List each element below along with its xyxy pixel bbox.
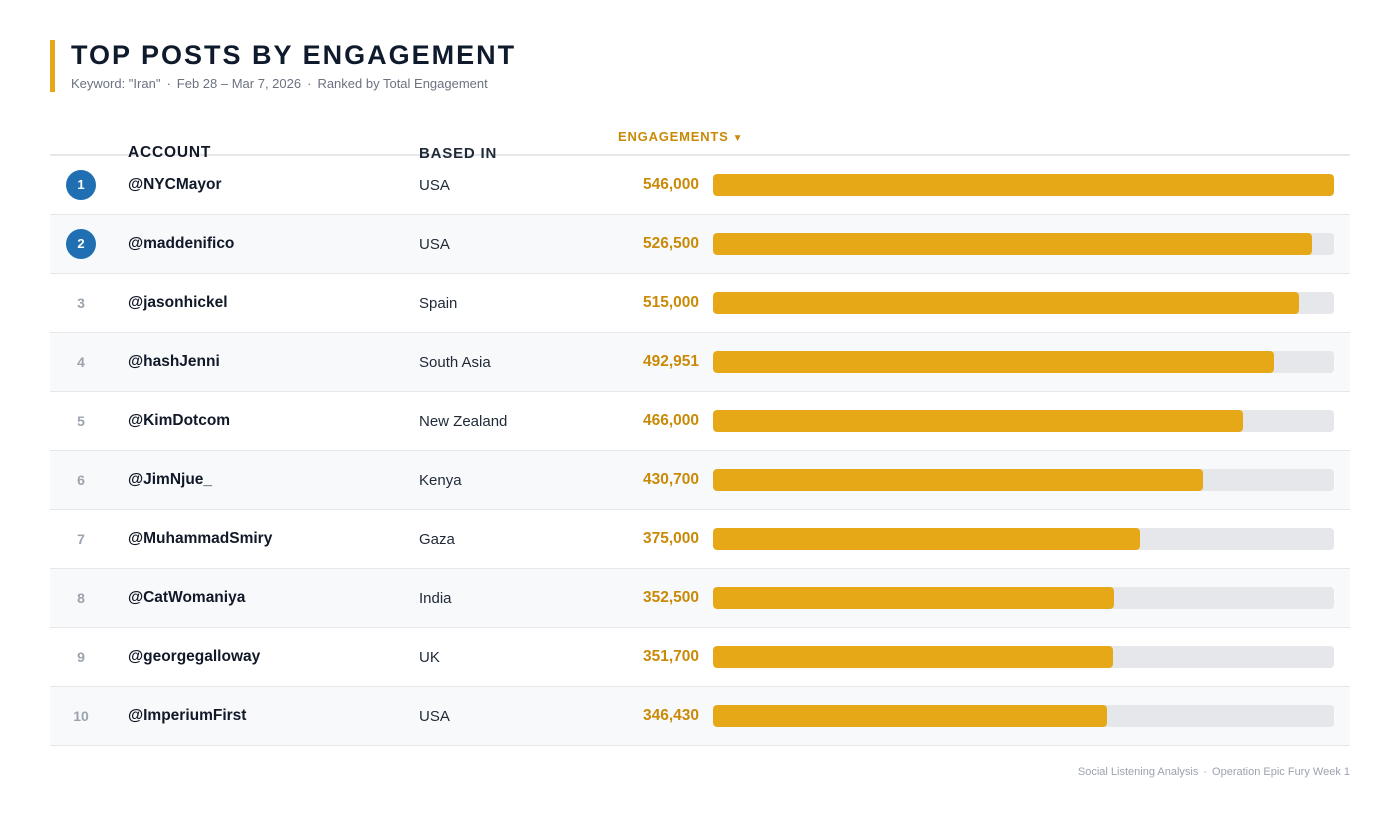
report-header: TOP POSTS BY ENGAGEMENT Keyword: "Iran" ·… (50, 40, 1350, 92)
based-in-location: Gaza (419, 531, 455, 548)
account-handle[interactable]: @JimNjue_ (128, 471, 213, 488)
engagement-value: 526,500 (642, 235, 699, 252)
table-header: ACCOUNT BASED IN ENGAGEMENTS ▼ (50, 124, 1350, 162)
footer-source: Social Listening Analysis (1077, 766, 1199, 778)
based-in-location: New Zealand (419, 413, 508, 430)
engagement-table: ACCOUNT BASED IN ENGAGEMENTS ▼ 1 @NYCMayor… (50, 124, 1350, 746)
rank-number: 5 (77, 413, 85, 429)
column-header-account[interactable]: ACCOUNT (128, 144, 212, 161)
rank-number: 4 (77, 354, 85, 370)
accent-bar (50, 40, 55, 92)
table-row[interactable]: 10 @ImperiumFirst USA 346,430 (50, 687, 1350, 746)
based-in-location: USA (419, 708, 450, 725)
engagement-bar (713, 174, 1334, 196)
based-in-location: UK (419, 649, 440, 666)
engagement-value: 492,951 (642, 353, 699, 370)
engagement-value: 430,700 (642, 471, 699, 488)
account-handle[interactable]: @hashJenni (128, 353, 220, 370)
column-header-engagements-label: ENGAGEMENTS (618, 129, 729, 144)
rank-number: 3 (77, 295, 85, 311)
engagement-bar (713, 705, 1108, 727)
based-in-location: South Asia (419, 354, 491, 371)
based-in-location: India (419, 590, 452, 607)
engagement-value: 546,000 (642, 176, 699, 193)
rank-number: 8 (77, 590, 85, 606)
engagement-bar (713, 587, 1114, 609)
column-header-engagements[interactable]: ENGAGEMENTS ▼ (618, 129, 743, 144)
based-in-location: USA (419, 177, 450, 194)
account-handle[interactable]: @jasonhickel (128, 294, 228, 311)
table-row[interactable]: 1 @NYCMayor USA 546,000 (50, 156, 1350, 215)
engagement-value: 375,000 (642, 530, 699, 547)
engagement-bar-track (713, 410, 1334, 432)
separator-dot: · (1203, 766, 1208, 778)
based-in-location: Kenya (419, 472, 462, 489)
sort-desc-icon: ▼ (732, 133, 744, 144)
engagement-bar (713, 351, 1274, 373)
rank-badge: 2 (66, 229, 96, 259)
engagement-bar (713, 410, 1243, 432)
engagement-bar-track (713, 351, 1334, 373)
table-body: 1 @NYCMayor USA 546,000 2 @maddenifico USA 526,… (50, 156, 1350, 746)
engagement-value: 352,500 (642, 589, 699, 606)
rank-number: 10 (73, 708, 89, 724)
engagement-value: 466,000 (642, 412, 699, 429)
engagement-bar (713, 292, 1299, 314)
account-handle[interactable]: @ImperiumFirst (128, 707, 247, 724)
engagement-bar (713, 469, 1203, 491)
engagement-bar (713, 646, 1113, 668)
table-row[interactable]: 8 @CatWomaniya India 352,500 (50, 569, 1350, 628)
account-handle[interactable]: @maddenifico (128, 235, 235, 252)
date-range: Feb 28 – Mar 7, 2026 (176, 76, 302, 91)
keyword-label: Keyword: "Iran" (71, 76, 161, 91)
table-row[interactable]: 3 @jasonhickel Spain 515,000 (50, 274, 1350, 333)
engagement-bar-track (713, 528, 1334, 550)
account-handle[interactable]: @MuhammadSmiry (128, 530, 273, 547)
rank-number: 9 (77, 649, 85, 665)
account-handle[interactable]: @KimDotcom (128, 412, 231, 429)
separator-dot: · (166, 76, 171, 91)
engagement-bar-track (713, 292, 1334, 314)
subtitle: Keyword: "Iran" · Feb 28 – Mar 7, 2026 · Ran… (71, 76, 1350, 92)
table-row[interactable]: 5 @KimDotcom New Zealand 466,000 (50, 392, 1350, 451)
engagement-bar-track (713, 705, 1334, 727)
ranking-label: Ranked by Total Engagement (317, 76, 488, 91)
footer-context: Operation Epic Fury Week 1 (1212, 766, 1350, 778)
table-row[interactable]: 4 @hashJenni South Asia 492,951 (50, 333, 1350, 392)
rank-badge: 1 (66, 170, 96, 200)
page-title: TOP POSTS BY ENGAGEMENT (71, 40, 517, 70)
account-handle[interactable]: @NYCMayor (128, 176, 222, 193)
engagement-bar-track (713, 646, 1334, 668)
account-handle[interactable]: @georgegalloway (128, 648, 261, 665)
engagement-bar-track (713, 587, 1334, 609)
engagement-bar (713, 233, 1312, 255)
based-in-location: Spain (419, 295, 458, 312)
rank-number: 7 (77, 531, 85, 547)
engagement-value: 351,700 (642, 648, 699, 665)
based-in-location: USA (419, 236, 450, 253)
table-row[interactable]: 7 @MuhammadSmiry Gaza 375,000 (50, 510, 1350, 569)
engagement-bar-track (713, 233, 1334, 255)
table-row[interactable]: 6 @JimNjue_ Kenya 430,700 (50, 451, 1350, 510)
account-handle[interactable]: @CatWomaniya (128, 589, 246, 606)
table-row[interactable]: 9 @georgegalloway UK 351,700 (50, 628, 1350, 687)
engagement-value: 346,430 (642, 707, 699, 724)
footer: Social Listening Analysis · Operation Epic… (1078, 766, 1350, 778)
engagement-value: 515,000 (642, 294, 699, 311)
column-header-based-in[interactable]: BASED IN (419, 145, 498, 162)
table-row[interactable]: 2 @maddenifico USA 526,500 (50, 215, 1350, 274)
engagement-bar-track (713, 469, 1334, 491)
report: TOP POSTS BY ENGAGEMENT Keyword: "Iran" ·… (50, 40, 1350, 746)
rank-number: 6 (77, 472, 85, 488)
separator-dot: · (307, 76, 312, 91)
engagement-bar-track (713, 174, 1334, 196)
engagement-bar (713, 528, 1140, 550)
